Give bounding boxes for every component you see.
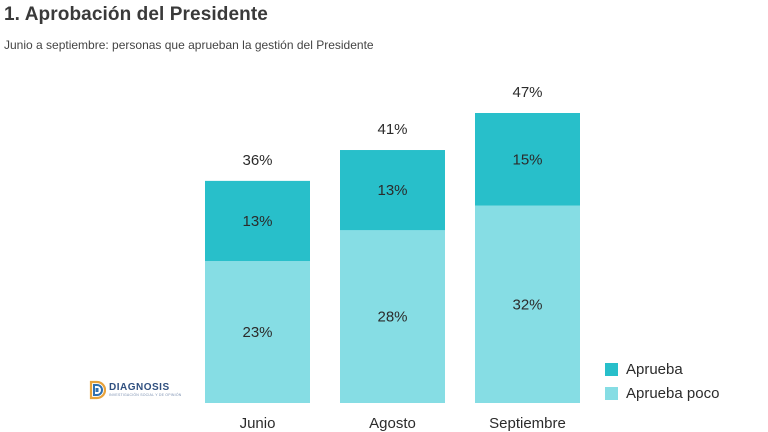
bar-segment-aprueba-junio	[205, 180, 310, 262]
bar-segment-aprueba-septiembre	[475, 113, 580, 206]
data-label-aprueba-septiembre: 15%	[512, 151, 542, 168]
total-label-agosto: 41%	[377, 121, 407, 138]
diagnosis-logo: DIAGNOSIS INVESTIGACIÓN SOCIAL Y DE OPIN…	[88, 380, 181, 400]
legend-item-aprueba: Aprueba	[605, 357, 719, 381]
chart-title: 1. Aprobación del Presidente	[4, 4, 268, 25]
legend-item-aprueba-poco: Aprueba poco	[605, 381, 719, 405]
data-label-aprueba-poco-junio: 23%	[242, 324, 272, 341]
x-tick-label-agosto: Agosto	[369, 415, 416, 432]
legend-label-aprueba: Aprueba	[626, 360, 683, 378]
logo-name: DIAGNOSIS	[109, 381, 170, 393]
total-label-septiembre: 47%	[512, 84, 542, 101]
legend-swatch-aprueba-poco	[605, 386, 618, 400]
legend-swatch-aprueba	[605, 362, 618, 376]
x-tick-label-junio: Junio	[240, 415, 276, 432]
chart-subtitle: Junio a septiembre: personas que aprueba…	[4, 38, 374, 52]
data-label-aprueba-poco-agosto: 28%	[377, 309, 407, 326]
diagnosis-logo-icon	[89, 380, 106, 400]
data-label-aprueba-agosto: 13%	[377, 182, 407, 199]
bar-segment-aprueba-poco-septiembre	[475, 205, 580, 403]
logo-tagline: INVESTIGACIÓN SOCIAL Y DE OPINIÓN	[109, 392, 182, 397]
bar-segment-aprueba-poco-junio	[205, 261, 310, 403]
data-label-aprueba-poco-septiembre: 32%	[512, 296, 542, 313]
legend-label-aprueba-poco: Aprueba poco	[626, 384, 720, 402]
chart-legend: Aprueba Aprueba poco	[605, 357, 719, 405]
bar-segment-aprueba-agosto	[340, 150, 445, 231]
x-tick-label-septiembre: Septiembre	[489, 415, 566, 432]
bar-segment-aprueba-poco-agosto	[340, 230, 445, 403]
data-label-aprueba-junio: 13%	[242, 213, 272, 230]
total-label-junio: 36%	[242, 152, 272, 169]
